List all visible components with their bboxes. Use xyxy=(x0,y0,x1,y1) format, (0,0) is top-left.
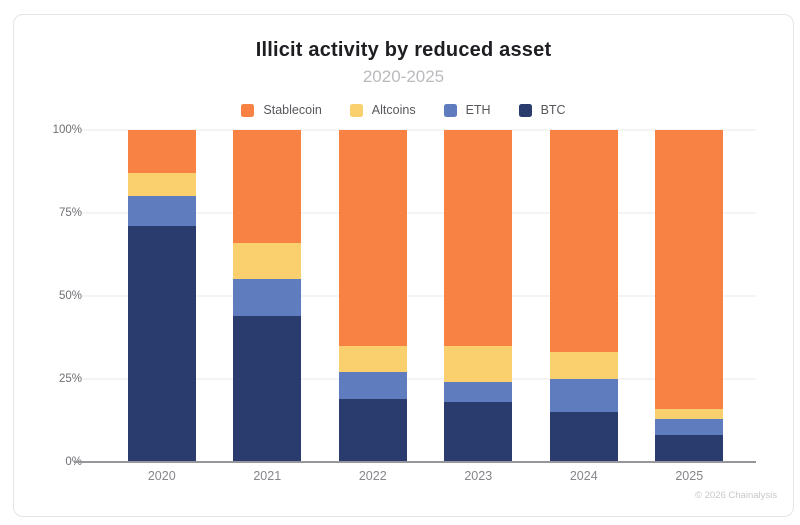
bar-segment-eth-2022 xyxy=(338,372,407,399)
legend-swatch-altcoins-icon xyxy=(349,103,363,117)
bar-segment-stablecoin-2021 xyxy=(233,130,302,243)
bar-segment-stablecoin-2023 xyxy=(444,130,513,346)
legend-swatch-eth-icon xyxy=(443,103,457,117)
bar-band-2025 xyxy=(637,130,743,462)
x-tick-label-2020: 2020 xyxy=(147,469,176,483)
plot-area: 0% 25% 50% 75% 100% 2020 2021 2022 2023 2024 2025 xyxy=(53,124,756,483)
bar-segment-btc-2023 xyxy=(444,402,513,462)
bar-segment-eth-2023 xyxy=(444,382,513,403)
stacked-bar-2023 xyxy=(444,130,513,462)
bar-segment-altcoins-2023 xyxy=(444,345,513,383)
bar-band-2020 xyxy=(109,130,215,462)
legend-label-altcoins: Altcoins xyxy=(371,103,416,117)
gridline-75 xyxy=(78,212,756,214)
bar-band-2021 xyxy=(215,130,321,462)
bar-segment-altcoins-2022 xyxy=(338,345,407,373)
bar-segment-eth-2024 xyxy=(549,379,618,413)
bar-segment-eth-2021 xyxy=(233,279,302,316)
bar-segment-eth-2025 xyxy=(655,418,724,436)
stacked-bar-2025 xyxy=(655,130,724,462)
gridline-25 xyxy=(78,378,756,380)
x-axis-labels: 2020 2021 2022 2023 2024 2025 xyxy=(109,469,742,483)
copyright-text: © 2026 Chainalysis xyxy=(695,490,777,501)
x-axis-line xyxy=(74,461,756,463)
bar-band-2024 xyxy=(531,130,637,462)
legend-label-btc: BTC xyxy=(540,103,566,117)
gridline-100 xyxy=(78,129,756,131)
legend-item-eth: ETH xyxy=(443,103,491,117)
chart-title: Illicit activity by reduced asset xyxy=(255,39,552,61)
legend-label-eth: ETH xyxy=(465,103,491,117)
bar-segment-stablecoin-2022 xyxy=(338,130,407,346)
bar-segment-altcoins-2021 xyxy=(233,242,302,280)
bar-segment-altcoins-2020 xyxy=(127,173,196,197)
y-tick-label-50: 50% xyxy=(58,290,82,302)
bar-segment-btc-2022 xyxy=(338,398,407,462)
legend-swatch-stablecoin-icon xyxy=(241,103,255,117)
bar-segment-altcoins-2025 xyxy=(655,408,724,419)
bar-segment-btc-2021 xyxy=(233,315,302,462)
legend-item-altcoins: Altcoins xyxy=(349,103,416,117)
bars-container xyxy=(109,130,742,462)
x-tick-label-2022: 2022 xyxy=(358,469,387,483)
chart-subtitle: 2020-2025 xyxy=(362,67,445,86)
y-tick-label-0: 0% xyxy=(65,456,82,468)
bar-band-2023 xyxy=(426,130,532,462)
legend-item-btc: BTC xyxy=(518,103,566,117)
y-tick-label-25: 25% xyxy=(58,373,82,385)
legend-item-stablecoin: Stablecoin xyxy=(241,103,322,117)
x-tick-label-2023: 2023 xyxy=(464,469,493,483)
bar-segment-stablecoin-2024 xyxy=(549,130,618,353)
y-tick-label-75: 75% xyxy=(58,207,82,219)
bar-segment-altcoins-2024 xyxy=(549,352,618,380)
bar-segment-eth-2020 xyxy=(127,196,196,227)
bar-segment-stablecoin-2020 xyxy=(127,130,196,174)
bar-segment-btc-2020 xyxy=(127,226,196,462)
y-tick-label-100: 100% xyxy=(52,124,82,136)
bar-segment-stablecoin-2025 xyxy=(655,130,724,409)
x-tick-label-2025: 2025 xyxy=(675,469,704,483)
bar-segment-btc-2024 xyxy=(549,412,618,462)
bar-band-2022 xyxy=(320,130,426,462)
stacked-bar-2020 xyxy=(127,130,196,462)
legend: Stablecoin Altcoins ETH BTC xyxy=(14,102,793,118)
legend-label-stablecoin: Stablecoin xyxy=(263,103,322,117)
stacked-bar-2021 xyxy=(233,130,302,462)
gridline-50 xyxy=(78,295,756,297)
stacked-bar-2022 xyxy=(338,130,407,462)
chart-card: Illicit activity by reduced asset 2020-2… xyxy=(13,14,794,517)
bar-segment-btc-2025 xyxy=(655,435,724,462)
stacked-bar-2024 xyxy=(549,130,618,462)
x-tick-label-2021: 2021 xyxy=(253,469,282,483)
x-tick-label-2024: 2024 xyxy=(569,469,598,483)
legend-swatch-btc-icon xyxy=(518,103,532,117)
